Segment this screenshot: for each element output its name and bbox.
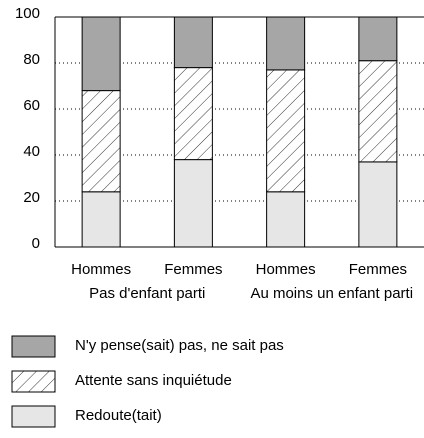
bar-segment: [173, 159, 213, 248]
y-tick-label: 40: [23, 143, 40, 160]
y-tick-label: 100: [15, 5, 40, 22]
bar-segment: [266, 191, 306, 248]
legend-swatch: [11, 405, 56, 428]
x-tick-label: Hommes: [71, 261, 131, 278]
bar-segment: [81, 191, 121, 248]
y-tick-label: 80: [23, 51, 40, 68]
bar-segment: [358, 16, 398, 62]
y-tick-label: 0: [32, 235, 40, 252]
y-tick-label: 60: [23, 97, 40, 114]
legend-swatch: [11, 335, 56, 358]
group-label: Pas d'enfant parti: [89, 285, 205, 302]
group-label: Au moins un enfant parti: [250, 285, 413, 302]
x-tick-label: Femmes: [164, 261, 222, 278]
bar-segment: [266, 69, 306, 193]
legend-label: Attente sans inquiétude: [75, 372, 232, 389]
bar-segment: [266, 16, 306, 71]
bar-segment: [173, 67, 213, 161]
legend-swatch: [11, 370, 56, 393]
bar-segment: [358, 60, 398, 163]
bar-segment: [358, 161, 398, 248]
legend-label: N'y pense(sait) pas, ne sait pas: [75, 337, 284, 354]
bar-segment: [81, 16, 121, 92]
bar-segment: [173, 16, 213, 69]
bar-segment: [81, 90, 121, 193]
legend-label: Redoute(tait): [75, 407, 162, 424]
y-tick-label: 20: [23, 189, 40, 206]
x-tick-label: Hommes: [256, 261, 316, 278]
x-tick-label: Femmes: [349, 261, 407, 278]
